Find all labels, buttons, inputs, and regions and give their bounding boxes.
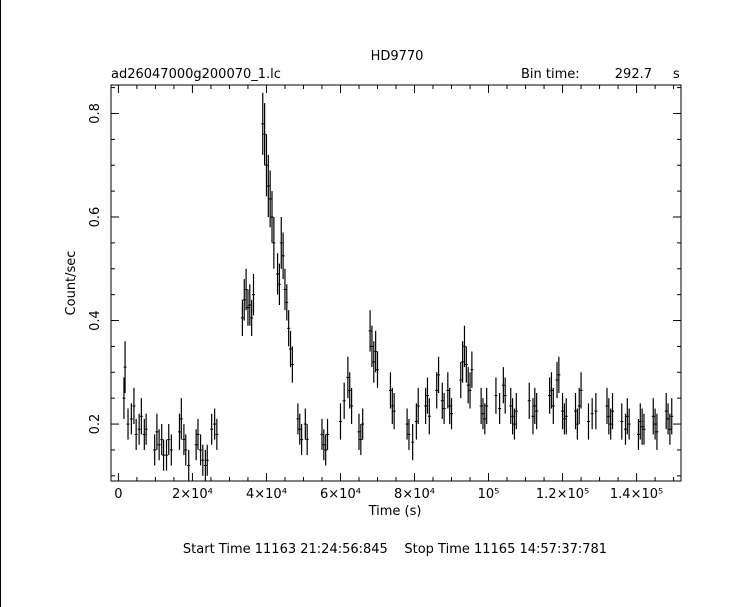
- x-axis-label: Time (s): [368, 504, 422, 519]
- y-axis-label: Count/sec: [64, 251, 79, 316]
- y-tick-label: 0.8: [88, 103, 103, 124]
- x-tick-label: 2×10⁴: [172, 487, 213, 502]
- x-tick-label: 6×10⁴: [320, 487, 361, 502]
- file-label: ad26047000g200070_1.lc: [111, 67, 281, 82]
- x-tick-label: 1.4×10⁵: [610, 487, 663, 502]
- x-tick-label: 4×10⁴: [246, 487, 287, 502]
- x-axis-ticks: 0 2×10⁴ 4×10⁴ 6×10⁴ 8×10⁴ 10⁵ 1.2×10⁵ 1.4×10⁵: [114, 85, 675, 502]
- y-tick-label: 0.4: [88, 310, 103, 331]
- y-tick-label: 0.2: [88, 414, 103, 435]
- bin-time-unit: s: [673, 67, 680, 82]
- x-tick-label: 1.2×10⁵: [536, 487, 589, 502]
- left-frame-border: [0, 0, 1, 607]
- x-tick-label: 10⁵: [478, 487, 500, 502]
- y-tick-label: 0.6: [88, 207, 103, 228]
- y-axis-ticks: 0.2 0.4 0.6 0.8: [88, 87, 681, 477]
- light-curve-series: [122, 92, 674, 481]
- chart-title: HD9770: [371, 49, 424, 64]
- bin-time-value: 292.7: [615, 67, 652, 82]
- start-stop-time: Start Time 11163 21:24:56:845 Stop Time …: [183, 542, 607, 557]
- bin-time-label: Bin time:: [521, 67, 580, 82]
- x-tick-label: 0: [114, 487, 122, 502]
- x-tick-label: 8×10⁴: [394, 487, 435, 502]
